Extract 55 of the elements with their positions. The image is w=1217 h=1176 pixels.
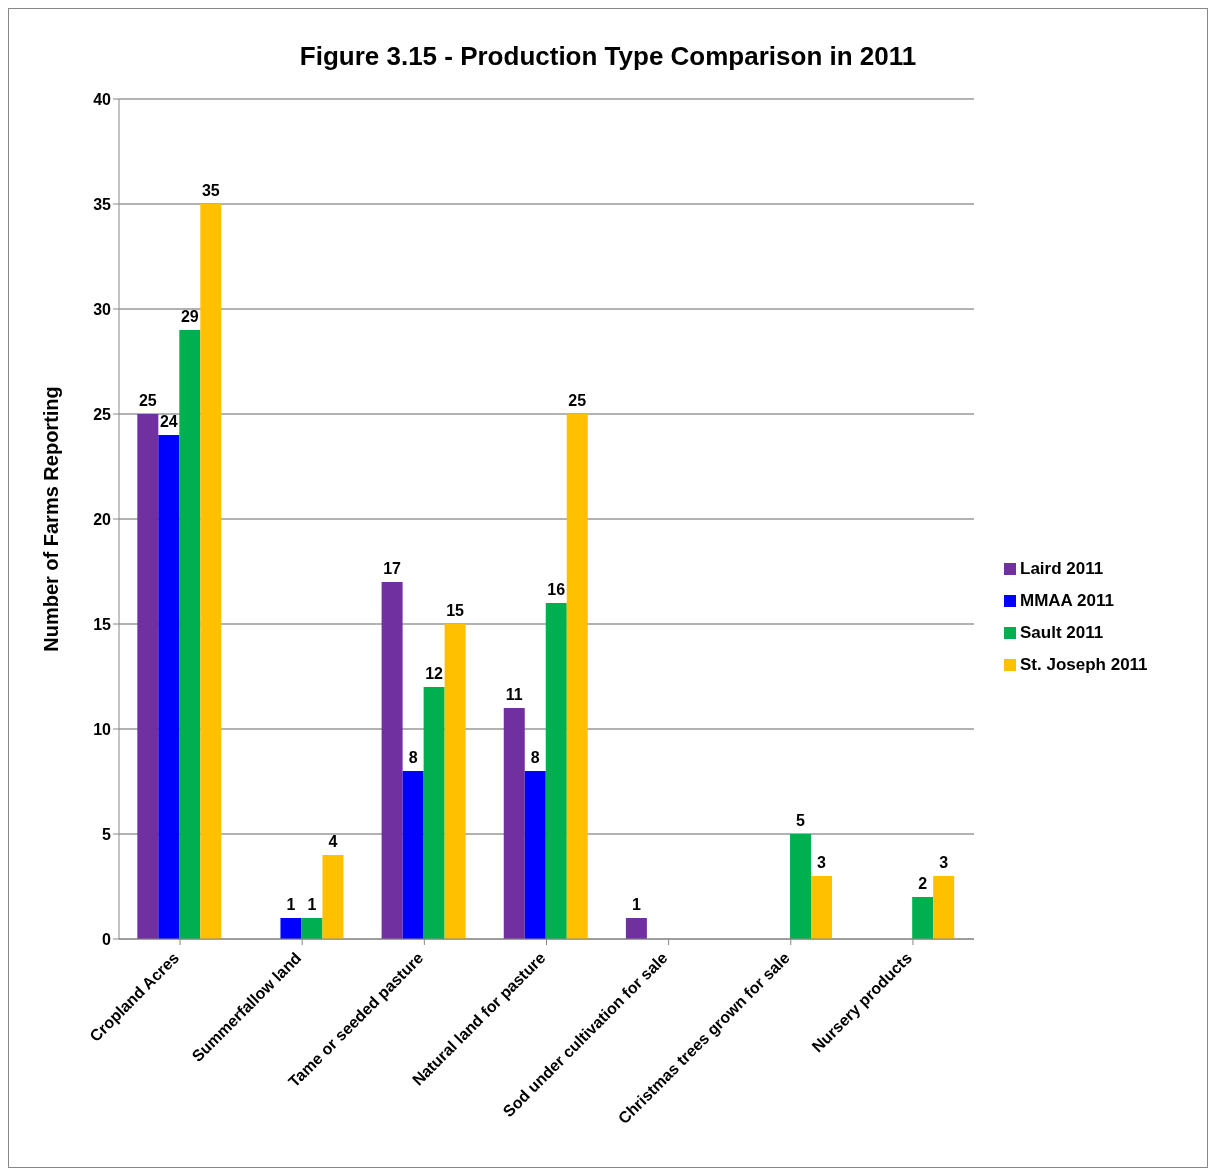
data-label: 16 xyxy=(547,581,566,598)
y-tick-label: 30 xyxy=(93,300,112,318)
bar xyxy=(524,771,546,939)
y-tick-label: 5 xyxy=(102,825,112,843)
data-label: 24 xyxy=(159,413,178,430)
y-tick-label: 20 xyxy=(93,510,112,528)
bar xyxy=(790,834,812,939)
bar xyxy=(200,204,222,939)
bar xyxy=(444,624,466,939)
bar xyxy=(381,582,403,939)
bar xyxy=(402,771,424,939)
data-label: 11 xyxy=(505,686,523,703)
data-label: 25 xyxy=(138,392,157,409)
bar xyxy=(503,708,525,939)
data-label: 4 xyxy=(328,833,338,850)
data-label: 29 xyxy=(180,308,199,325)
y-tick-label: 10 xyxy=(93,720,112,738)
bar xyxy=(545,603,567,939)
data-label: 17 xyxy=(383,560,402,577)
bar xyxy=(301,918,323,939)
bar xyxy=(423,687,445,939)
bar xyxy=(933,876,955,939)
data-label: 3 xyxy=(817,854,827,871)
y-axis-title: Number of Farms Reporting xyxy=(40,386,63,652)
data-label: 8 xyxy=(408,749,418,766)
y-tick-label: 0 xyxy=(102,930,112,948)
bar xyxy=(158,435,180,939)
y-tick-label: 25 xyxy=(93,405,112,423)
data-label: 1 xyxy=(631,896,641,913)
bar xyxy=(566,414,588,939)
bar xyxy=(280,918,302,939)
bar xyxy=(322,855,344,939)
data-label: 1 xyxy=(286,896,296,913)
data-label: 35 xyxy=(201,182,220,199)
data-label: 25 xyxy=(568,392,587,409)
data-label: 15 xyxy=(446,602,465,619)
legend-label: MMAA 2011 xyxy=(1020,590,1114,610)
data-label: 12 xyxy=(425,665,444,682)
y-tick-label: 15 xyxy=(93,615,112,633)
y-tick-label: 40 xyxy=(93,90,112,108)
data-label: 8 xyxy=(530,749,540,766)
data-label: 5 xyxy=(796,812,806,829)
data-label: 3 xyxy=(939,854,949,871)
bar xyxy=(625,918,647,939)
legend-label: St. Joseph 2011 xyxy=(1020,654,1148,674)
legend-label: Laird 2011 xyxy=(1020,558,1104,578)
data-label: 1 xyxy=(307,896,317,913)
bar xyxy=(179,330,201,939)
legend-label: Sault 2011 xyxy=(1020,622,1104,642)
chart-title: Figure 3.15 - Production Type Comparison in 2011 xyxy=(298,40,918,71)
y-tick-label: 35 xyxy=(93,195,112,213)
data-label: 2 xyxy=(918,875,928,892)
bar xyxy=(137,414,159,939)
bar xyxy=(811,876,833,939)
bar xyxy=(912,897,934,939)
